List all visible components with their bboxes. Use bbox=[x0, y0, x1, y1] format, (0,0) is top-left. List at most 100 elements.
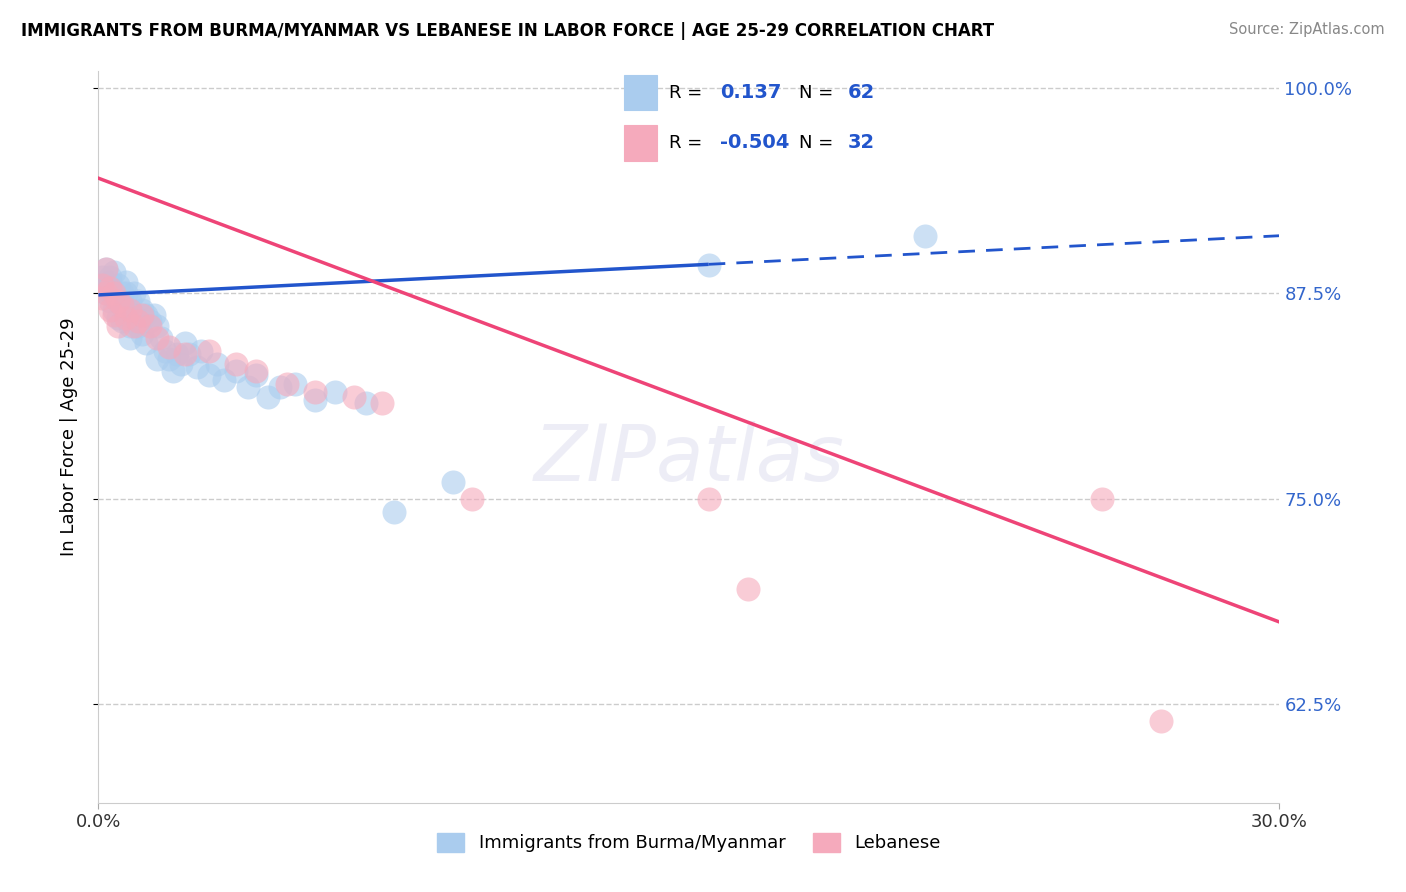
Point bbox=[914, 228, 936, 243]
Point bbox=[177, 347, 200, 361]
Point bbox=[162, 363, 184, 377]
Point bbox=[98, 275, 121, 289]
Point bbox=[146, 351, 169, 366]
Point bbox=[107, 294, 129, 309]
Point bbox=[157, 351, 180, 366]
Legend: Immigrants from Burma/Myanmar, Lebanese: Immigrants from Burma/Myanmar, Lebanese bbox=[430, 826, 948, 860]
Point bbox=[131, 308, 153, 322]
Text: 62: 62 bbox=[848, 83, 875, 102]
Point bbox=[245, 368, 267, 383]
Point bbox=[122, 308, 145, 322]
Point bbox=[111, 314, 134, 328]
Point bbox=[138, 319, 160, 334]
Point bbox=[142, 308, 165, 322]
Point bbox=[91, 278, 114, 293]
Point bbox=[197, 368, 219, 383]
Point bbox=[186, 360, 208, 375]
Text: 32: 32 bbox=[848, 133, 875, 153]
Point bbox=[135, 308, 157, 322]
Point bbox=[166, 347, 188, 361]
Point bbox=[103, 302, 125, 317]
Point bbox=[157, 341, 180, 355]
Point bbox=[111, 298, 134, 312]
Point bbox=[118, 331, 141, 345]
Point bbox=[269, 380, 291, 394]
Point bbox=[131, 327, 153, 342]
Text: -0.504: -0.504 bbox=[720, 133, 790, 153]
Point bbox=[197, 343, 219, 358]
Point bbox=[382, 505, 405, 519]
Point bbox=[304, 384, 326, 399]
Point bbox=[146, 319, 169, 334]
Point bbox=[111, 286, 134, 301]
Point bbox=[96, 286, 118, 301]
Point bbox=[91, 278, 114, 293]
FancyBboxPatch shape bbox=[624, 125, 657, 161]
Point bbox=[107, 294, 129, 309]
Point bbox=[135, 335, 157, 350]
Y-axis label: In Labor Force | Age 25-29: In Labor Force | Age 25-29 bbox=[59, 318, 77, 557]
Point bbox=[107, 310, 129, 325]
Point bbox=[225, 363, 247, 377]
Text: N =: N = bbox=[799, 84, 834, 102]
FancyBboxPatch shape bbox=[624, 75, 657, 111]
Point bbox=[118, 294, 141, 309]
Text: N =: N = bbox=[799, 134, 834, 152]
Text: IMMIGRANTS FROM BURMA/MYANMAR VS LEBANESE IN LABOR FORCE | AGE 25-29 CORRELATION: IMMIGRANTS FROM BURMA/MYANMAR VS LEBANES… bbox=[21, 22, 994, 40]
Point bbox=[122, 319, 145, 334]
Point bbox=[98, 286, 121, 301]
Point bbox=[1150, 714, 1173, 728]
Point bbox=[91, 291, 114, 305]
Point bbox=[122, 286, 145, 301]
Point bbox=[737, 582, 759, 596]
Point bbox=[284, 376, 307, 391]
Point bbox=[225, 357, 247, 371]
Point bbox=[697, 491, 720, 506]
Point bbox=[103, 291, 125, 305]
Point bbox=[214, 373, 236, 387]
Point bbox=[91, 269, 114, 284]
Point bbox=[96, 261, 118, 276]
Point bbox=[96, 261, 118, 276]
Point bbox=[205, 357, 228, 371]
Point bbox=[98, 302, 121, 317]
Point bbox=[354, 396, 377, 410]
Point bbox=[127, 314, 149, 328]
Point bbox=[190, 343, 212, 358]
Point bbox=[115, 275, 138, 289]
Point bbox=[441, 475, 464, 490]
Point bbox=[236, 380, 259, 394]
Point bbox=[127, 294, 149, 309]
Point bbox=[170, 357, 193, 371]
Point bbox=[107, 278, 129, 293]
Point bbox=[118, 302, 141, 317]
Point bbox=[103, 265, 125, 279]
Text: R =: R = bbox=[669, 84, 702, 102]
Point bbox=[98, 269, 121, 284]
Point bbox=[131, 302, 153, 317]
Point bbox=[245, 363, 267, 377]
Point bbox=[96, 281, 118, 295]
Point bbox=[98, 294, 121, 309]
Point bbox=[371, 396, 394, 410]
Point bbox=[256, 390, 278, 404]
Point bbox=[118, 319, 141, 334]
Point bbox=[115, 308, 138, 322]
Point bbox=[155, 343, 177, 358]
Point bbox=[323, 384, 346, 399]
Text: ZIPatlas: ZIPatlas bbox=[533, 421, 845, 497]
Point bbox=[174, 335, 197, 350]
Text: 0.137: 0.137 bbox=[720, 83, 782, 102]
Point bbox=[304, 393, 326, 408]
Point bbox=[146, 331, 169, 345]
Point bbox=[1091, 491, 1114, 506]
Point bbox=[103, 286, 125, 301]
Point bbox=[111, 298, 134, 312]
Point bbox=[127, 319, 149, 334]
Point bbox=[276, 376, 298, 391]
Point bbox=[115, 286, 138, 301]
Point bbox=[103, 308, 125, 322]
Point bbox=[461, 491, 484, 506]
Point bbox=[174, 347, 197, 361]
Point bbox=[697, 258, 720, 272]
